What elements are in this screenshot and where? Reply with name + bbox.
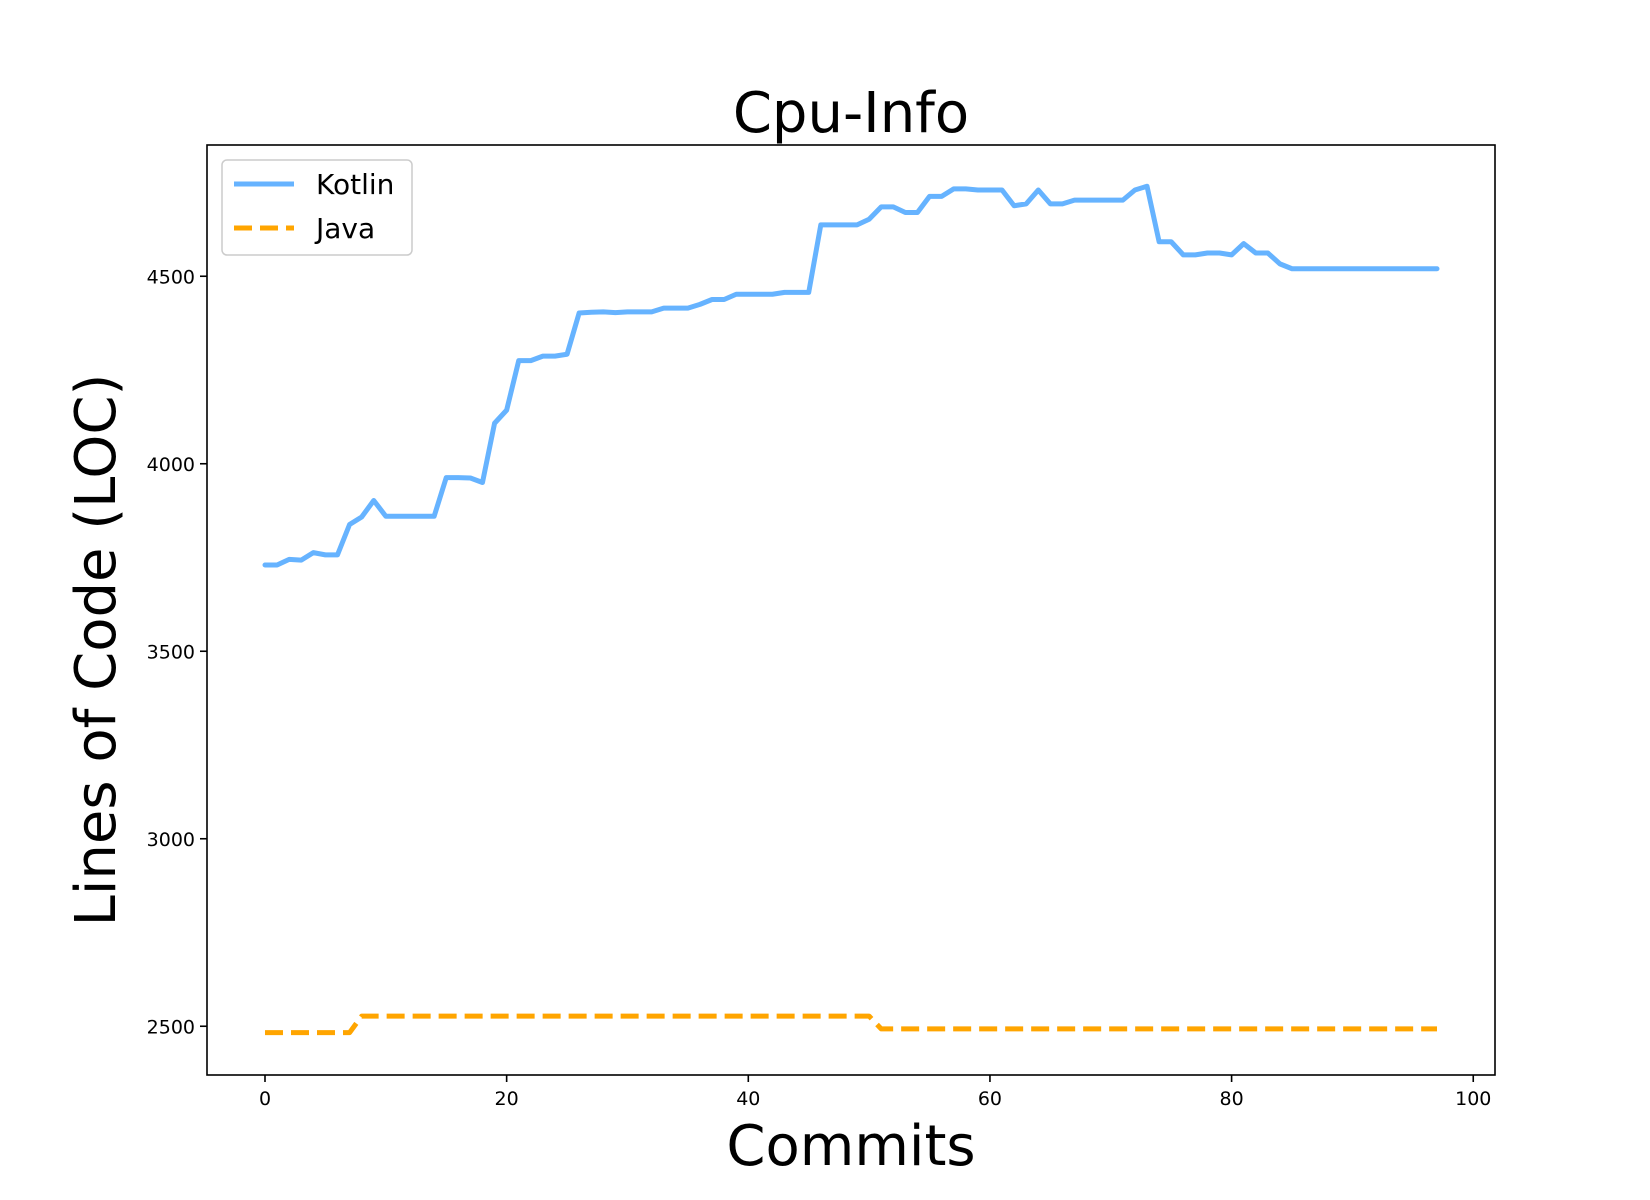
x-tick-label: 40 [736,1088,760,1110]
y-tick-label: 3500 [147,641,195,663]
x-axis-label: Commits [726,1114,975,1179]
x-tick-label: 100 [1455,1088,1491,1110]
y-tick-label: 4500 [147,266,195,288]
y-tick-label: 4000 [147,454,195,476]
y-axis-label: Lines of Code (LOC) [64,374,129,927]
y-tick-label: 3000 [147,829,195,851]
y-tick-label: 2500 [147,1016,195,1038]
y-axis-ticks: 2500 3000 3500 4000 4500 [147,266,207,1038]
plot-frame [206,144,1496,1076]
x-tick-label: 20 [495,1088,519,1110]
series-line-kotlin [262,183,1440,568]
legend-label-kotlin: Kotlin [316,168,394,201]
x-tick-label: 60 [978,1088,1002,1110]
legend-label-java: Java [314,212,375,245]
x-tick-label: 0 [259,1088,271,1110]
chart-title: Cpu-Info [733,81,969,146]
legend: Kotlin Java [221,159,413,256]
x-tick-label: 80 [1220,1088,1244,1110]
series-line-java [265,1013,1437,1036]
plot-lines [262,183,1440,1036]
x-axis-ticks: 0 20 40 60 80 100 [259,1075,1491,1110]
